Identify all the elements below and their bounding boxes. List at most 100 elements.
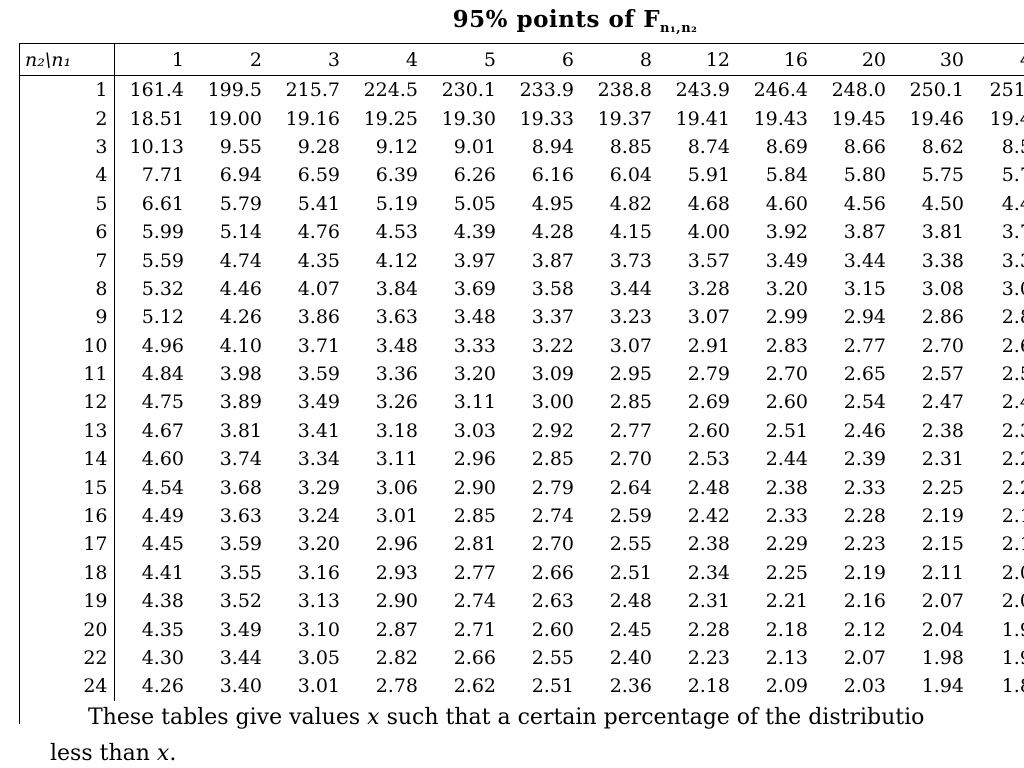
table-row: 14 4.60 3.74 3.34 3.11 2.96 2.85 2.70 2.53 2.44 2.… [19, 445, 1024, 474]
table-cell: 161.4 [129, 79, 184, 102]
table-cell: 2.82 [375, 647, 418, 669]
table-cell: 4.39 [453, 221, 496, 244]
table-cell: 2.79 [687, 363, 730, 386]
table-cell: 2.77 [843, 334, 886, 357]
table-cell: 2.23 [687, 647, 730, 669]
table-cell: 2.55 [531, 647, 574, 669]
row-header-n2: 11 [19, 359, 115, 389]
table-cell: 8.66 [843, 135, 886, 158]
table-cell: 248.0 [831, 79, 886, 102]
table-cell: 6.16 [531, 164, 574, 187]
table-cell: 2.11 [921, 561, 964, 584]
table-row: 5 6.61 5.79 5.41 5.19 5.05 4.95 4.82 4.68 4.60 4.5… [19, 189, 1024, 218]
table-cell: 4.82 [609, 192, 652, 215]
table-cell: 4.49 [141, 505, 184, 528]
table-cell: 6.59 [297, 164, 340, 187]
table-cell: 233.9 [519, 79, 574, 102]
table-cell: 2.19 [843, 561, 886, 584]
table-cell: 3.03 [453, 419, 496, 442]
table-cell: 2.28 [843, 505, 886, 528]
table-cell: 3.59 [219, 533, 262, 556]
table-cell: 3.49 [765, 249, 808, 272]
table-cell: 2.85 [609, 391, 652, 414]
table-cell: 4.60 [765, 192, 808, 215]
table-cell: 3.04 [1001, 277, 1024, 300]
table-cell: 250.1 [909, 79, 964, 102]
table-cell: 2.33 [843, 476, 886, 499]
table-row: 10 4.96 4.10 3.71 3.48 3.33 3.22 3.07 2.91 2.83 2.… [19, 331, 1024, 360]
table-cell: 2.90 [375, 590, 418, 613]
table-cell: 2.12 [843, 618, 886, 641]
table-cell: 19.46 [909, 107, 964, 130]
table-cell: 4.28 [531, 221, 574, 244]
title-main: 95% points of F [452, 6, 661, 33]
table-cell: 4.50 [921, 192, 964, 215]
table-cell: 2.91 [687, 334, 730, 357]
table-cell: 4.75 [141, 391, 184, 414]
table-cell: 2.74 [453, 590, 496, 613]
table-cell: 2.34 [1001, 419, 1024, 442]
table-cell: 5.84 [765, 164, 808, 187]
table-cell: 2.60 [687, 419, 730, 442]
table-cell: 2.23 [843, 533, 886, 556]
table-cell: 2.21 [765, 590, 808, 613]
table-cell: 2.70 [609, 448, 652, 471]
table-cell: 2.60 [531, 618, 574, 641]
table-cell: 2.45 [609, 618, 652, 641]
table-cell: 2.51 [765, 419, 808, 442]
table-cell: 2.25 [921, 476, 964, 499]
table-cell: 2.09 [765, 675, 808, 698]
table-cell: 2.54 [843, 391, 886, 414]
table-cell: 6.04 [609, 164, 652, 187]
table-cell: 2.33 [765, 505, 808, 528]
row-header-n2: 10 [19, 331, 115, 360]
table-title: 95% points of Fn₁,n₂ [0, 6, 1024, 36]
table-cell: 4.35 [141, 618, 184, 641]
table-cell: 2.46 [843, 419, 886, 442]
table-cell: 3.29 [297, 476, 340, 499]
table-cell: 4.54 [141, 476, 184, 499]
table-cell: 4.76 [297, 221, 340, 244]
table-cell: 18.51 [129, 107, 184, 130]
table-cell: 2.03 [1001, 590, 1024, 613]
table-cell: 2.66 [453, 647, 496, 669]
row-header-n2: 1 [19, 75, 115, 105]
table-cell: 3.36 [375, 363, 418, 386]
table-cell: 2.29 [765, 533, 808, 556]
column-header-n1: 1 [114, 43, 186, 76]
table-cell: 3.33 [453, 334, 496, 357]
row-header-n2: 13 [19, 416, 115, 446]
table-cell: 3.44 [219, 647, 262, 669]
table-cell: 7.71 [141, 164, 184, 187]
paragraph-text: These tables give values [88, 705, 368, 730]
table-cell: 2.90 [453, 476, 496, 499]
table-cell: 19.25 [363, 107, 418, 130]
table-cell: 5.19 [375, 192, 418, 215]
table-cell: 3.20 [453, 363, 496, 386]
table-cell: 3.10 [297, 618, 340, 641]
table-cell: 4.95 [531, 192, 574, 215]
column-header-n1: 30 [888, 43, 966, 76]
table-cell: 6.94 [219, 164, 262, 187]
table-cell: 3.49 [297, 391, 340, 414]
explanation-paragraph: These tables give values x such that a c… [50, 700, 924, 768]
table-cell: 3.86 [297, 306, 340, 329]
table-cell: 3.89 [219, 391, 262, 414]
table-cell: 224.5 [363, 79, 418, 102]
table-row: 3 10.13 9.55 9.28 9.12 9.01 8.94 8.85 8.74 8.69 8.… [19, 132, 1024, 162]
table-cell: 2.71 [453, 618, 496, 641]
table-cell: 2.94 [843, 306, 886, 329]
table-cell: 4.00 [687, 221, 730, 244]
table-row: 24 4.26 3.40 3.01 2.78 2.62 2.51 2.36 2.18 2.09 2.… [19, 672, 1024, 701]
table-cell: 2.36 [609, 675, 652, 698]
table-cell: 3.34 [297, 448, 340, 471]
table-cell: 3.16 [297, 561, 340, 584]
table-cell: 4.15 [609, 221, 652, 244]
table-cell: 2.53 [1001, 363, 1024, 386]
table-cell: 2.48 [687, 476, 730, 499]
table-cell: 2.96 [453, 448, 496, 471]
column-header-n1: 16 [732, 43, 810, 76]
table-cell: 2.51 [609, 561, 652, 584]
table-cell: 9.55 [219, 135, 262, 158]
table-row: 11 4.84 3.98 3.59 3.36 3.20 3.09 2.95 2.79 2.70 2.… [19, 359, 1024, 389]
